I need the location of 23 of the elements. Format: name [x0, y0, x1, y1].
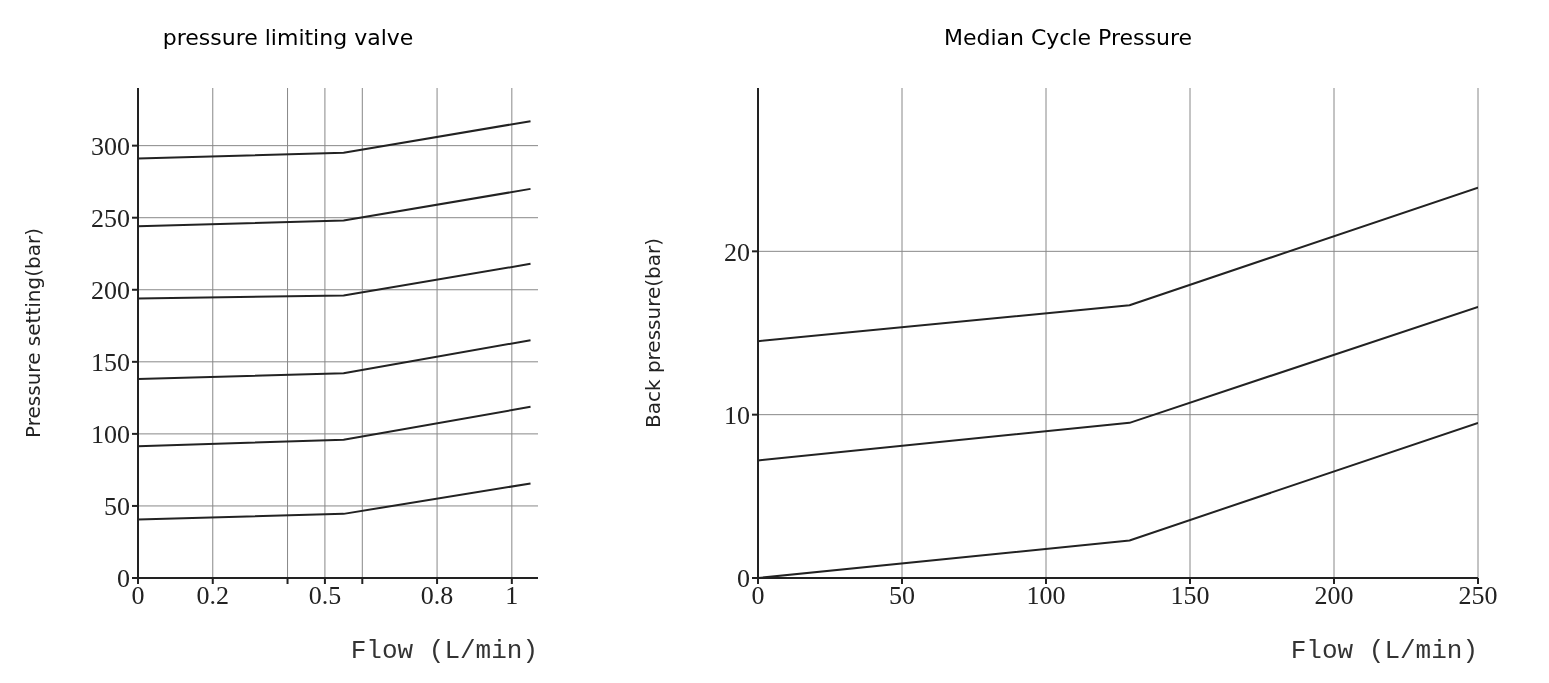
y-tick-label: 20	[724, 237, 750, 267]
y-tick-label: 200	[91, 275, 130, 305]
x-tick-label: 0.8	[420, 581, 454, 611]
x-tick-label: 100	[1026, 581, 1066, 611]
x-axis-title: Flow (L/min)	[1290, 636, 1478, 666]
x-tick-label: 1	[505, 581, 519, 611]
x-tick-label: 150	[1170, 581, 1210, 611]
y-tick-label: 50	[104, 492, 130, 522]
y-tick-label: 300	[91, 131, 130, 161]
y-axis-title: Back pressure(bar)	[641, 237, 666, 429]
x-tick-label: 50	[889, 581, 915, 611]
y-tick-label: 250	[91, 203, 130, 233]
y-tick-label: 10	[724, 400, 750, 430]
x-tick-label: 0.2	[196, 581, 230, 611]
chart-title: Median Cycle Pressure	[942, 24, 1194, 52]
y-tick-label: 150	[91, 348, 130, 378]
y-axis-title: Pressure setting(bar)	[21, 228, 46, 438]
x-tick-label: 0.5	[308, 581, 342, 611]
x-axis-title: Flow (L/min)	[350, 636, 538, 666]
y-tick-label: 100	[91, 420, 130, 450]
x-tick-label: 250	[1458, 581, 1498, 611]
chart-title: pressure limiting valve	[161, 24, 415, 52]
x-tick-label: 200	[1314, 581, 1354, 611]
